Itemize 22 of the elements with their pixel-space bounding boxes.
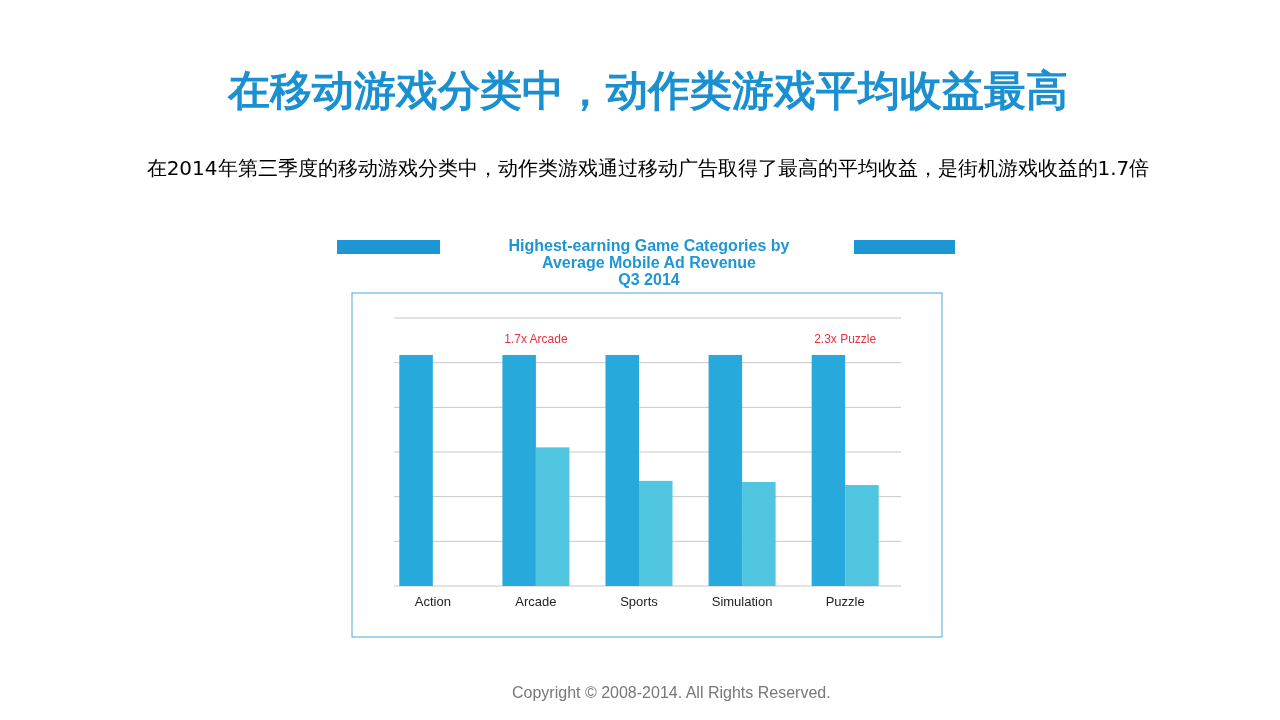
text: Average Mobile Ad Revenue [542,254,757,271]
x-tick-label: Arcade [515,594,557,609]
x-tick-label: Action [414,594,451,609]
bar [845,485,879,586]
bar [399,354,433,586]
chart-subtitle: 在2014年第三季度的移动游戏分类中，动作类游戏通过移动广告取得了最高的平均收益，是街机游戏收益的1.7倍 [146,156,1150,180]
x-tick-label: Sports [620,594,659,609]
x-tick-label: Simulation [711,594,773,609]
bar [502,354,536,586]
text: Copyright © 2008-2014. All Rights Reserved. [512,684,831,701]
text: 1.7x Arcade [504,332,568,346]
text: Highest-earning Game Categories by [508,237,790,254]
bar [811,354,846,586]
bar [742,482,776,586]
text: Q3 2014 [618,271,680,288]
bar [639,480,673,586]
chart-title: 在移动游戏分类中，动作类游戏平均收益最高 [227,66,1068,115]
bar [708,354,743,586]
text: 2.3x Puzzle [814,332,877,346]
bar [605,354,639,586]
bar [535,447,570,586]
x-tick-label: Puzzle [825,594,865,609]
